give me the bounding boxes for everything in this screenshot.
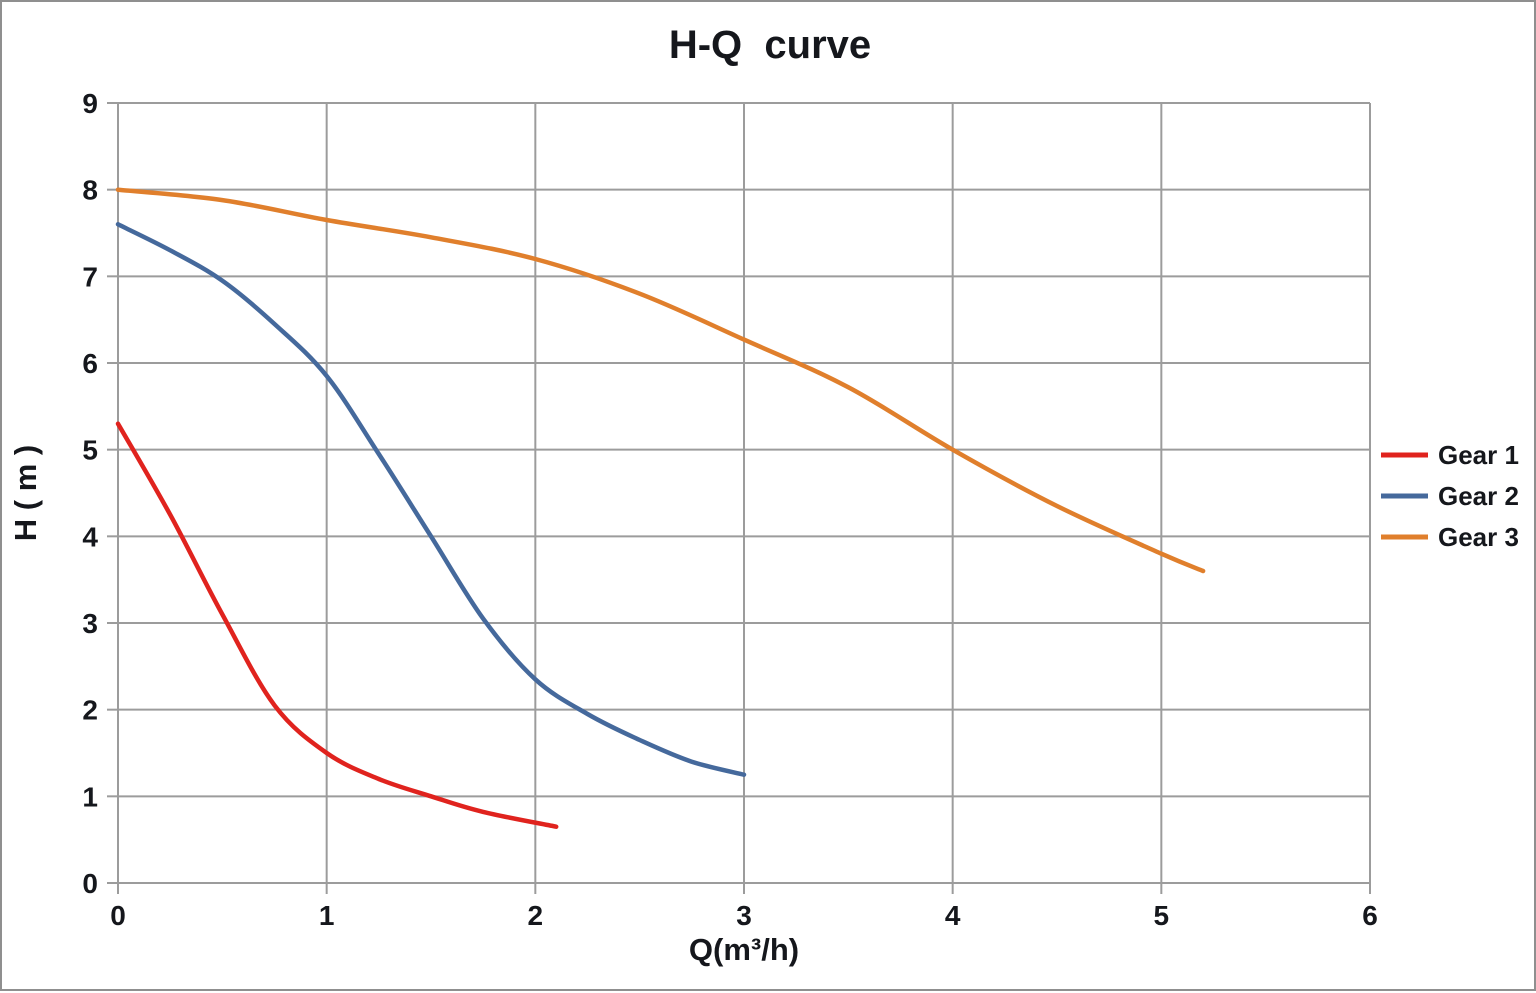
legend-label-gear-2: Gear 2	[1438, 481, 1519, 511]
x-tick-label: 6	[1362, 900, 1378, 931]
y-tick-labels: 0 1 2 3 4 5 6 7 8 9	[82, 88, 98, 899]
y-tick-label: 6	[82, 348, 98, 379]
chart-title: H-Q curve	[669, 23, 871, 67]
series-line-gear-2	[115, 222, 747, 777]
x-axis-label: Q(m³/h)	[689, 932, 799, 967]
y-tick-label: 2	[82, 695, 98, 726]
y-tick-label: 7	[82, 261, 98, 292]
gridlines	[117, 102, 1371, 884]
y-tick-label: 0	[82, 868, 98, 899]
data-series	[115, 187, 1206, 829]
y-tick-label: 5	[82, 435, 98, 466]
y-tick-label: 9	[82, 88, 98, 119]
legend: Gear 1 Gear 2 Gear 3	[1381, 440, 1519, 552]
x-tick-label: 1	[319, 900, 335, 931]
x-tick-labels: 0 1 2 3 4 5 6	[110, 900, 1378, 931]
y-tick-label: 3	[82, 608, 98, 639]
series-line-gear-1	[115, 421, 559, 829]
x-tick-label: 5	[1154, 900, 1170, 931]
axis-ticks	[107, 102, 1371, 894]
x-tick-label: 2	[528, 900, 544, 931]
legend-label-gear-3: Gear 3	[1438, 522, 1519, 552]
x-tick-label: 3	[736, 900, 752, 931]
y-axis-label: H ( m )	[8, 445, 43, 541]
y-tick-label: 8	[82, 175, 98, 206]
x-tick-label: 0	[110, 900, 126, 931]
y-tick-label: 4	[82, 521, 98, 552]
series-line-gear-3	[115, 187, 1206, 574]
y-tick-label: 1	[82, 781, 98, 812]
legend-label-gear-1: Gear 1	[1438, 440, 1519, 470]
x-tick-label: 4	[945, 900, 961, 931]
